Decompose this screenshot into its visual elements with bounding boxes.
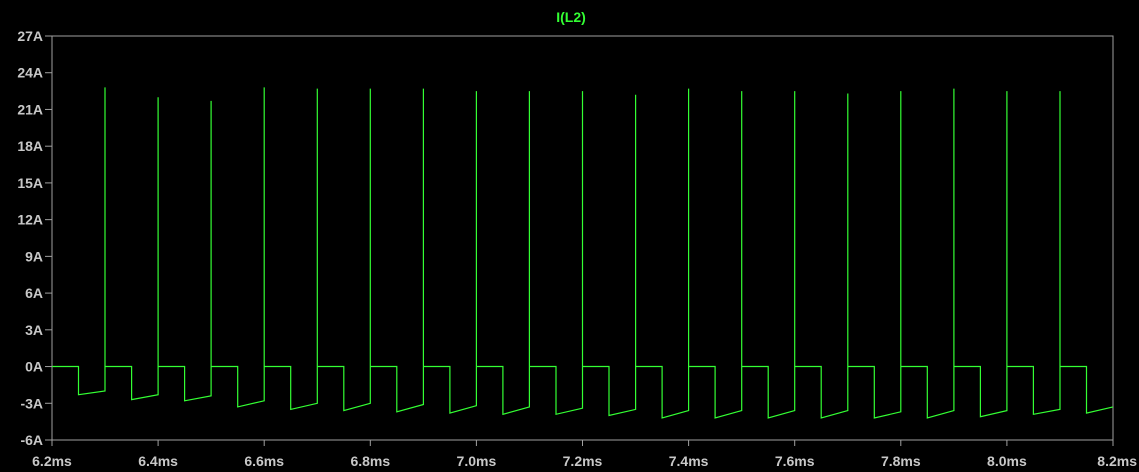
- x-tick-label: 6.2ms: [32, 453, 72, 469]
- y-axis: 27A 24A 21A 18A 15A 12A 9A 6A 3A 0A -3A -6A: [17, 28, 52, 448]
- trace-line-i-l2: [52, 87, 1114, 419]
- x-tick-label: 6.4ms: [138, 453, 178, 469]
- y-tick-label: 6A: [25, 285, 43, 301]
- x-tick-label: 7.6ms: [775, 453, 815, 469]
- y-tick-label: -3A: [20, 395, 43, 411]
- x-axis: 6.2ms 6.4ms 6.6ms 6.8ms 7.0ms 7.2ms 7.4ms 7.6ms…: [32, 440, 1137, 469]
- y-tick-label: 27A: [17, 28, 43, 44]
- y-tick-label: 15A: [17, 175, 43, 191]
- y-tick-label: 0A: [25, 359, 43, 375]
- x-tick-label: 8.0ms: [987, 453, 1027, 469]
- x-tick-label: 8.2ms: [1097, 453, 1137, 469]
- y-tick-label: 24A: [17, 65, 43, 81]
- x-tick-label: 6.8ms: [350, 453, 390, 469]
- y-tick-label: 3A: [25, 322, 43, 338]
- y-tick-label: 12A: [17, 212, 43, 228]
- y-tick-label: -6A: [20, 432, 43, 448]
- x-tick-label: 6.6ms: [244, 453, 284, 469]
- x-tick-label: 7.8ms: [881, 453, 921, 469]
- x-tick-label: 7.0ms: [457, 453, 497, 469]
- y-tick-label: 18A: [17, 138, 43, 154]
- y-tick-label: 21A: [17, 101, 43, 117]
- x-tick-label: 7.4ms: [669, 453, 709, 469]
- trace-title[interactable]: I(L2): [556, 9, 586, 25]
- x-tick-label: 7.2ms: [563, 453, 603, 469]
- y-tick-label: 9A: [25, 248, 43, 264]
